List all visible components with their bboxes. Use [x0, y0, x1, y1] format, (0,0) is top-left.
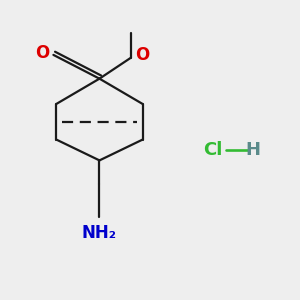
Text: O: O: [135, 46, 149, 64]
Text: H: H: [245, 141, 260, 159]
Text: O: O: [35, 44, 49, 62]
Text: NH₂: NH₂: [82, 224, 117, 242]
Text: Cl: Cl: [203, 141, 222, 159]
